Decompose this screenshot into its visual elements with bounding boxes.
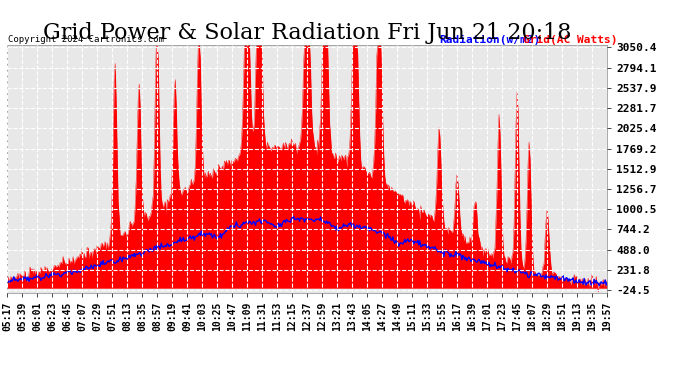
Text: Radiation(w/m2): Radiation(w/m2)	[439, 35, 540, 45]
Title: Grid Power & Solar Radiation Fri Jun 21 20:18: Grid Power & Solar Radiation Fri Jun 21 …	[43, 22, 571, 45]
Text: Copyright 2024 Cartronics.com: Copyright 2024 Cartronics.com	[8, 35, 164, 44]
Text: Grid(AC Watts): Grid(AC Watts)	[523, 35, 618, 45]
